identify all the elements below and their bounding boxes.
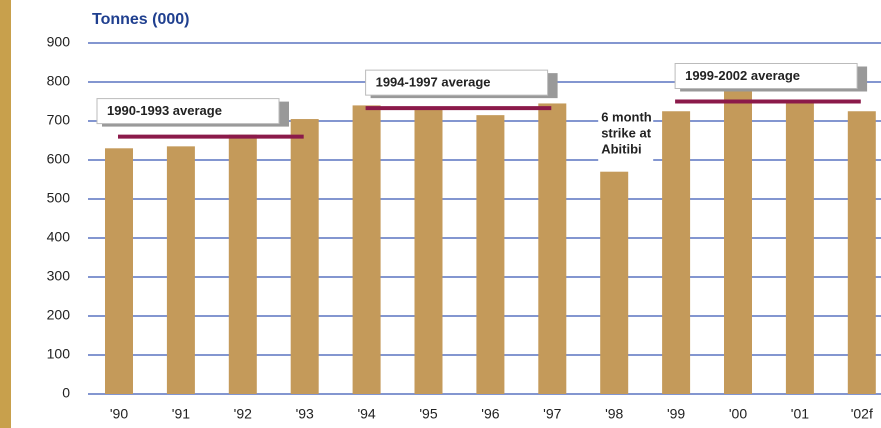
bar bbox=[166, 146, 195, 394]
x-tick-label: '98 bbox=[605, 406, 623, 422]
annotation-text: Abitibi bbox=[601, 141, 641, 156]
average-label: 1999-2002 average bbox=[685, 68, 800, 83]
left-strip bbox=[0, 0, 11, 428]
label-box bbox=[365, 69, 549, 96]
average-label: 1994-1997 average bbox=[376, 75, 491, 90]
y-tick-label: 700 bbox=[47, 112, 71, 128]
y-tick-label: 0 bbox=[62, 385, 70, 401]
x-tick-label: '92 bbox=[234, 406, 252, 422]
bar bbox=[662, 111, 691, 394]
x-tick-label: '99 bbox=[667, 406, 685, 422]
x-tick-label: '00 bbox=[729, 406, 747, 422]
x-tick-label: '90 bbox=[110, 406, 128, 422]
label-box bbox=[674, 63, 858, 89]
y-tick-label: 100 bbox=[47, 346, 71, 362]
x-tick-label: '94 bbox=[357, 406, 375, 422]
bar bbox=[600, 171, 629, 394]
bar bbox=[290, 119, 319, 395]
y-tick-label: 900 bbox=[47, 34, 71, 50]
bar bbox=[352, 105, 381, 395]
annotation-text: strike at bbox=[601, 125, 652, 140]
label-box bbox=[96, 98, 280, 125]
x-tick-label: '93 bbox=[296, 406, 314, 422]
bar bbox=[476, 115, 505, 395]
bar bbox=[785, 101, 814, 394]
y-tick-label: 600 bbox=[47, 151, 71, 167]
annotation-box bbox=[598, 108, 654, 164]
x-tick-label: '96 bbox=[481, 406, 499, 422]
bar bbox=[538, 103, 567, 394]
average-label: 1990-1993 average bbox=[107, 103, 222, 118]
x-tick-label: '01 bbox=[791, 406, 809, 422]
bar bbox=[105, 148, 133, 394]
x-tick-label: '97 bbox=[543, 406, 561, 422]
annotation-text: 6 month bbox=[601, 109, 652, 124]
bar bbox=[414, 109, 443, 395]
bar bbox=[847, 111, 876, 394]
x-tick-label: '95 bbox=[419, 406, 437, 422]
x-tick-label: '02f bbox=[851, 406, 873, 422]
y-tick-label: 800 bbox=[47, 73, 71, 89]
y-tick-label: 300 bbox=[47, 268, 71, 284]
y-tick-label: 400 bbox=[47, 229, 71, 245]
y-tick-label: 500 bbox=[47, 190, 71, 206]
bar bbox=[228, 134, 257, 394]
y-axis-label: Tonnes (000) bbox=[92, 11, 190, 28]
y-tick-label: 200 bbox=[47, 307, 71, 323]
x-tick-label: '91 bbox=[172, 406, 190, 422]
bar bbox=[724, 78, 752, 394]
